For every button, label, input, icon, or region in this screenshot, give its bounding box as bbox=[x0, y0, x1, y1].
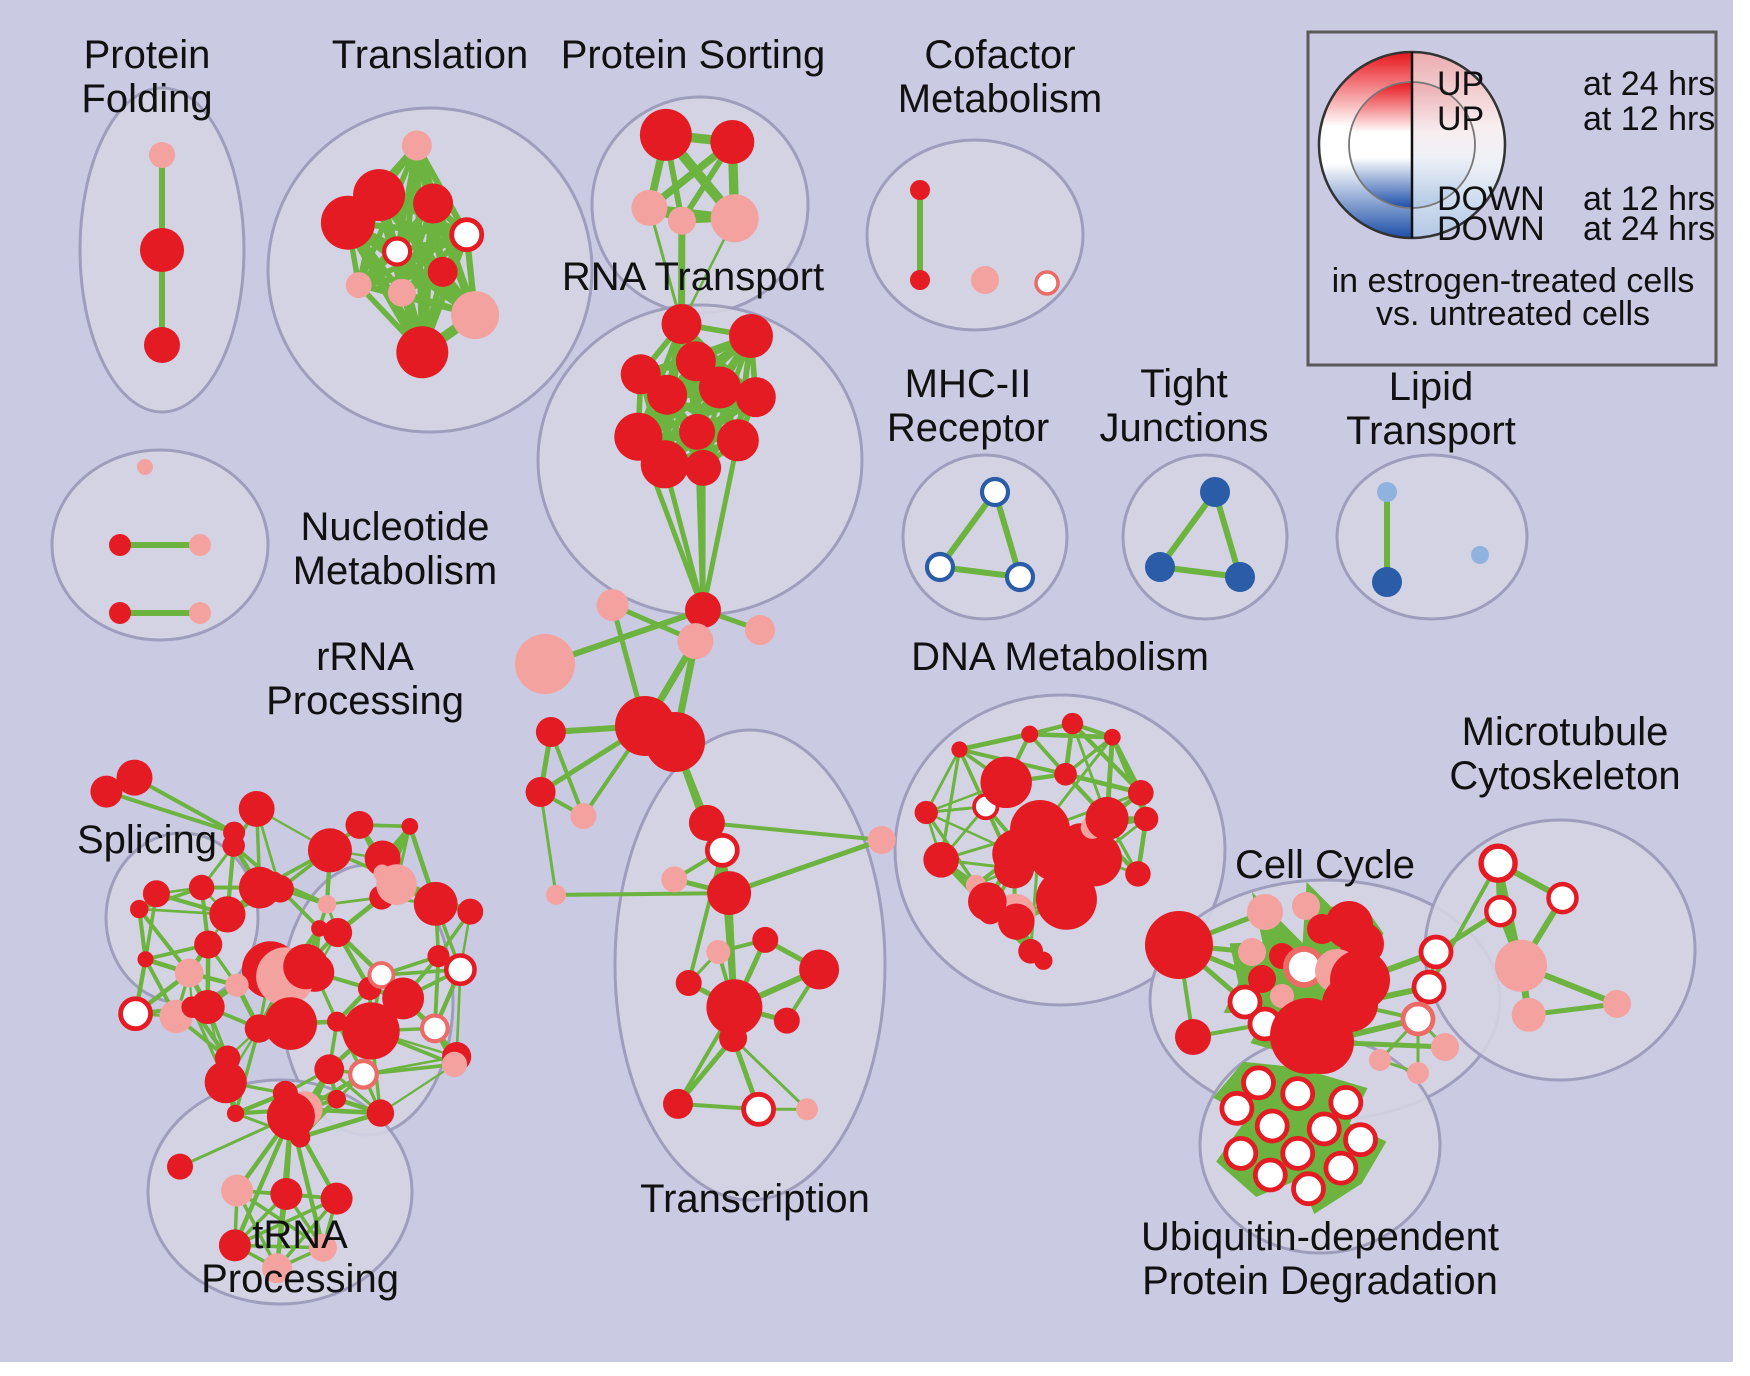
svg-text:Cell Cycle: Cell Cycle bbox=[1235, 843, 1415, 887]
svg-text:Protein Sorting: Protein Sorting bbox=[561, 33, 826, 77]
svg-text:Tight: Tight bbox=[1140, 362, 1227, 406]
svg-text:rRNA: rRNA bbox=[316, 635, 414, 679]
svg-text:RNA Transport: RNA Transport bbox=[562, 255, 824, 299]
svg-text:DOWN: DOWN bbox=[1437, 210, 1545, 248]
svg-text:Cofactor: Cofactor bbox=[924, 33, 1075, 77]
svg-text:Lipid: Lipid bbox=[1389, 365, 1474, 409]
svg-text:Cytoskeleton: Cytoskeleton bbox=[1449, 754, 1680, 798]
svg-text:Processing: Processing bbox=[201, 1257, 399, 1301]
svg-text:Processing: Processing bbox=[266, 679, 464, 723]
svg-text:at 12 hrs: at 12 hrs bbox=[1583, 100, 1715, 138]
svg-text:Metabolism: Metabolism bbox=[898, 77, 1103, 121]
svg-text:Receptor: Receptor bbox=[887, 406, 1049, 450]
svg-text:at 24 hrs: at 24 hrs bbox=[1583, 210, 1715, 248]
svg-text:MHC-II: MHC-II bbox=[905, 362, 1032, 406]
svg-text:Microtubule: Microtubule bbox=[1462, 710, 1669, 754]
svg-text:vs. untreated cells: vs. untreated cells bbox=[1376, 295, 1650, 333]
svg-text:at 24 hrs: at 24 hrs bbox=[1583, 65, 1715, 103]
svg-text:Transport: Transport bbox=[1346, 409, 1516, 453]
svg-text:Nucleotide: Nucleotide bbox=[300, 505, 489, 549]
svg-text:Folding: Folding bbox=[81, 77, 212, 121]
svg-text:UP: UP bbox=[1437, 100, 1484, 138]
svg-text:Junctions: Junctions bbox=[1100, 406, 1269, 450]
svg-text:Splicing: Splicing bbox=[77, 818, 217, 862]
svg-text:Transcription: Transcription bbox=[640, 1177, 870, 1221]
svg-text:Protein: Protein bbox=[84, 33, 211, 77]
svg-text:UP: UP bbox=[1437, 65, 1484, 103]
svg-text:DNA Metabolism: DNA Metabolism bbox=[911, 635, 1209, 679]
svg-text:tRNA: tRNA bbox=[252, 1213, 348, 1257]
svg-text:Metabolism: Metabolism bbox=[293, 549, 498, 593]
svg-text:Protein Degradation: Protein Degradation bbox=[1142, 1259, 1498, 1303]
svg-text:Ubiquitin-dependent: Ubiquitin-dependent bbox=[1141, 1215, 1499, 1259]
svg-text:Translation: Translation bbox=[332, 33, 528, 77]
